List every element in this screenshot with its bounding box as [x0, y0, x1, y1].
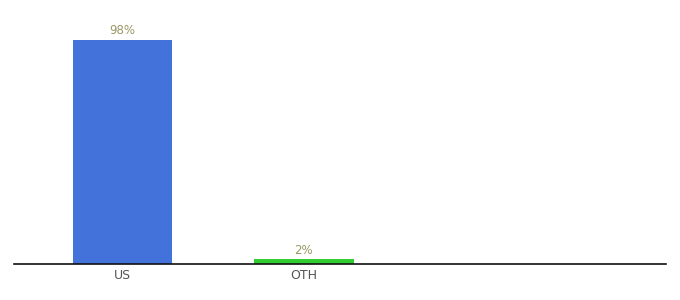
Text: 98%: 98%	[109, 24, 135, 37]
Bar	[254, 260, 354, 264]
Bar	[73, 40, 172, 264]
Text: 2%: 2%	[294, 244, 313, 257]
